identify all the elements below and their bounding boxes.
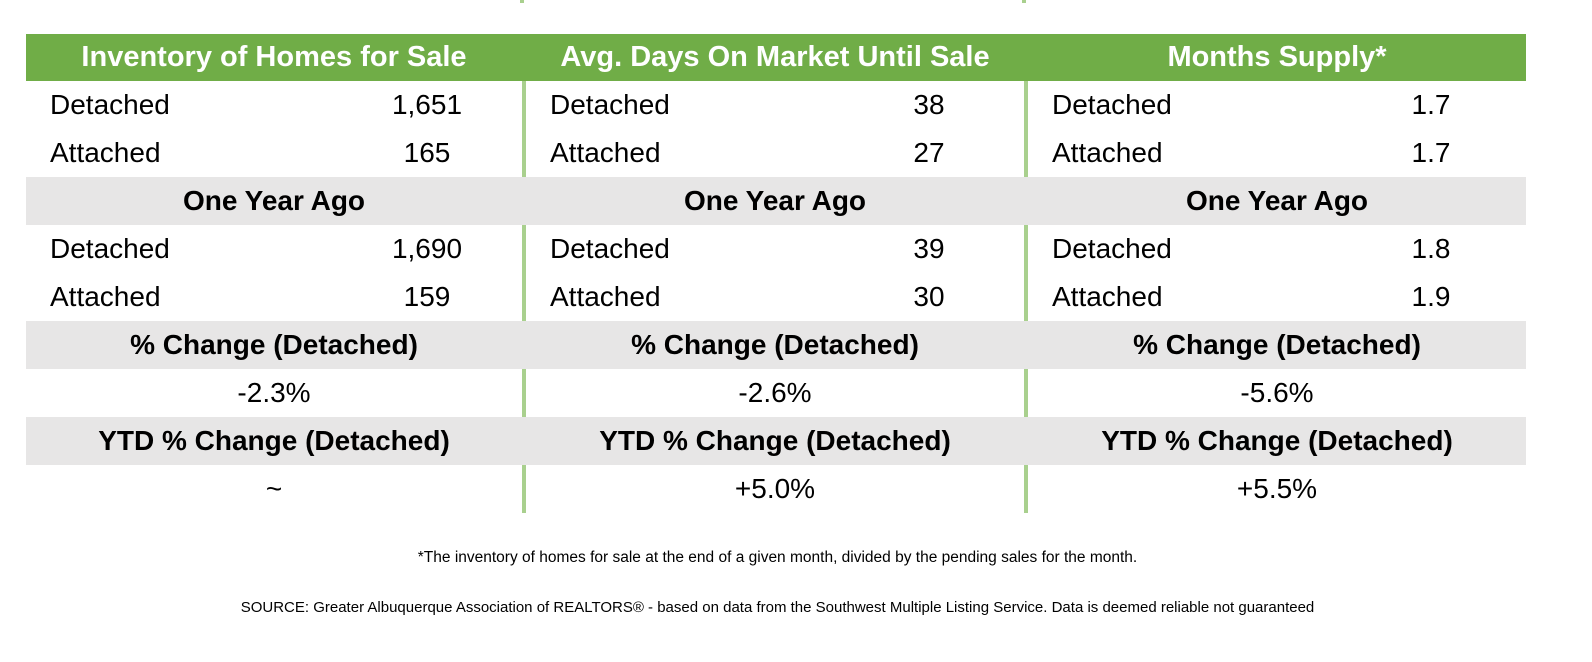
row-label: Detached <box>550 89 670 120</box>
year-ago-attached-row: Attached 159 <box>26 273 522 321</box>
column-header: Months Supply* <box>1028 34 1526 81</box>
row-value: 1.8 <box>1411 233 1451 264</box>
row-value: 39 <box>913 233 945 264</box>
stats-grid: Inventory of Homes for Sale Avg. Days On… <box>26 34 1526 513</box>
pct-change-heading: % Change (Detached) <box>526 321 1024 369</box>
year-ago-detached-row: Detached 1.8 <box>1028 225 1526 273</box>
column-divider <box>1024 321 1028 369</box>
row-label: Attached <box>550 281 661 312</box>
current-detached-row: Detached 1,651 <box>26 81 522 129</box>
column-divider <box>1024 273 1028 321</box>
ytd-change-heading: YTD % Change (Detached) <box>526 417 1024 465</box>
top-divider-tick <box>520 0 524 3</box>
row-value: 1.7 <box>1411 137 1451 168</box>
row-label: Attached <box>50 281 161 312</box>
current-attached-row: Attached 1.7 <box>1028 129 1526 177</box>
row-value: 38 <box>913 89 945 120</box>
column-divider <box>522 177 526 225</box>
ytd-change-value: +5.0% <box>734 473 816 504</box>
year-ago-attached-row: Attached 1.9 <box>1028 273 1526 321</box>
ytd-change-heading: YTD % Change (Detached) <box>1028 417 1526 465</box>
row-label: Detached <box>1052 89 1172 120</box>
row-value: 1,651 <box>391 89 463 120</box>
column-divider <box>1024 129 1028 177</box>
column-divider <box>1024 225 1028 273</box>
row-label: Detached <box>50 233 170 264</box>
source-note: SOURCE: Greater Albuquerque Association … <box>240 599 1315 616</box>
pct-change-value: -2.3% <box>237 377 311 408</box>
year-ago-heading: One Year Ago <box>526 177 1024 225</box>
row-label: Attached <box>1052 281 1163 312</box>
year-ago-detached-row: Detached 39 <box>526 225 1024 273</box>
column-divider <box>1024 81 1028 129</box>
row-value: 30 <box>913 281 945 312</box>
footnote: *The inventory of homes for sale at the … <box>417 549 1138 566</box>
current-detached-row: Detached 1.7 <box>1028 81 1526 129</box>
current-attached-row: Attached 27 <box>526 129 1024 177</box>
pct-change-value: -2.6% <box>738 377 812 408</box>
header-gap <box>522 34 526 81</box>
row-label: Detached <box>1052 233 1172 264</box>
column-divider <box>522 465 526 513</box>
column-divider <box>522 321 526 369</box>
current-detached-row: Detached 38 <box>526 81 1024 129</box>
row-label: Attached <box>1052 137 1163 168</box>
column-divider <box>522 129 526 177</box>
column-divider <box>522 369 526 417</box>
row-value: 27 <box>913 137 945 168</box>
pct-change-heading: % Change (Detached) <box>1028 321 1526 369</box>
row-value: 1.7 <box>1411 89 1451 120</box>
row-value: 1,690 <box>391 233 463 264</box>
ytd-change-value: ~ <box>265 473 283 504</box>
column-divider <box>1024 177 1028 225</box>
column-divider <box>522 81 526 129</box>
row-label: Attached <box>50 137 161 168</box>
year-ago-detached-row: Detached 1,690 <box>26 225 522 273</box>
row-label: Detached <box>50 89 170 120</box>
column-divider <box>522 225 526 273</box>
year-ago-attached-row: Attached 30 <box>526 273 1024 321</box>
ytd-change-value: +5.5% <box>1236 473 1318 504</box>
row-label: Attached <box>550 137 661 168</box>
row-label: Detached <box>550 233 670 264</box>
column-header: Avg. Days On Market Until Sale <box>526 34 1024 81</box>
column-divider <box>522 417 526 465</box>
top-divider-tick <box>1022 0 1026 3</box>
year-ago-heading: One Year Ago <box>1028 177 1526 225</box>
current-attached-row: Attached 165 <box>26 129 522 177</box>
column-header: Inventory of Homes for Sale <box>26 34 522 81</box>
column-divider <box>1024 465 1028 513</box>
row-value: 1.9 <box>1411 281 1451 312</box>
pct-change-value: -5.6% <box>1240 377 1314 408</box>
market-stats-table: Inventory of Homes for Sale Avg. Days On… <box>26 34 1526 513</box>
column-divider <box>522 273 526 321</box>
row-value: 159 <box>403 281 451 312</box>
ytd-change-heading: YTD % Change (Detached) <box>26 417 522 465</box>
pct-change-heading: % Change (Detached) <box>26 321 522 369</box>
year-ago-heading: One Year Ago <box>26 177 522 225</box>
column-divider <box>1024 417 1028 465</box>
header-gap <box>1024 34 1028 81</box>
row-value: 165 <box>403 137 451 168</box>
column-divider <box>1024 369 1028 417</box>
